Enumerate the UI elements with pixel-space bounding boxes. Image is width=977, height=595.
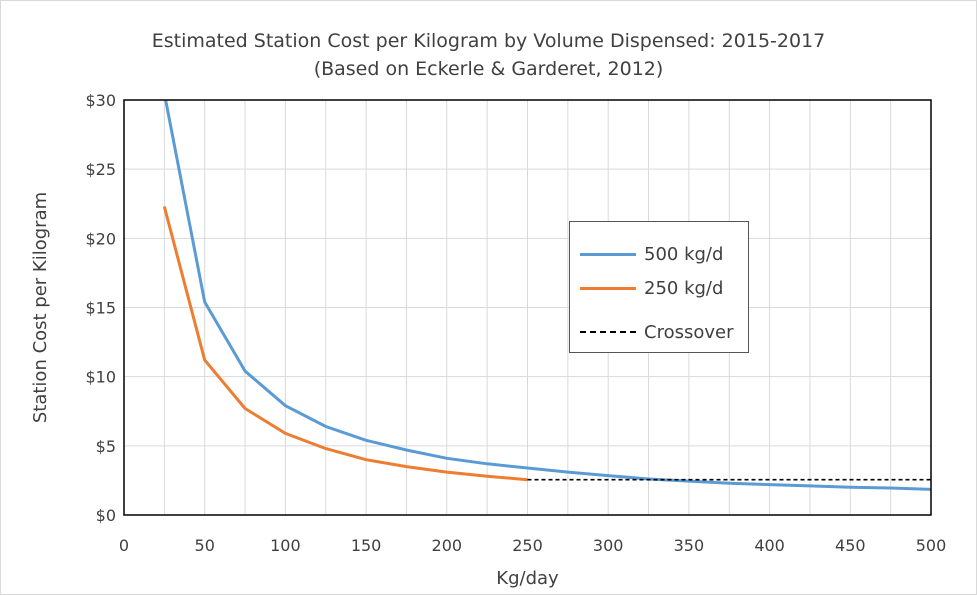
legend-swatch-crossover (580, 331, 636, 333)
x-tick-label: 0 (119, 536, 129, 555)
legend: 500 kg/d 250 kg/d Crossover (569, 221, 749, 353)
y-axis-label: Station Cost per Kilogram (30, 192, 51, 423)
x-axis-label: Kg/day (496, 568, 559, 589)
x-tick-label: 400 (754, 536, 785, 555)
y-tick-label: $25 (85, 160, 116, 179)
y-tick-label: $30 (85, 91, 116, 110)
x-tick-label: 250 (512, 536, 543, 555)
y-tick-label: $10 (85, 368, 116, 387)
legend-label-crossover: Crossover (644, 321, 734, 343)
series-layer (162, 100, 931, 491)
series-line-0 (164, 100, 931, 491)
legend-label-250: 250 kg/d (644, 277, 724, 299)
legend-item-250: 250 kg/d (580, 276, 723, 300)
plot-border (123, 99, 932, 516)
y-tick-label: $5 (96, 437, 116, 456)
chart-title: Estimated Station Cost per Kilogram by V… (151, 30, 826, 52)
grid-layer (124, 100, 931, 515)
legend-swatch-250 (580, 286, 636, 290)
tick-layer: 0 50 100 150 200 250 300 350 400 450 500 $0 $5 $10 $15… (85, 91, 946, 555)
y-tick-label: $15 (85, 299, 116, 318)
x-tick-label: 50 (195, 536, 215, 555)
legend-item-500: 500 kg/d (580, 242, 723, 266)
x-tick-label: 350 (674, 536, 705, 555)
legend-swatch-500 (580, 252, 636, 256)
legend-item-crossover: Crossover (580, 320, 733, 344)
x-tick-label: 100 (270, 536, 301, 555)
y-tick-label: $20 (85, 229, 116, 248)
x-tick-label: 300 (593, 536, 624, 555)
x-tick-label: 500 (916, 536, 947, 555)
x-tick-label: 200 (432, 536, 463, 555)
series-line-1 (162, 206, 528, 482)
x-tick-label: 450 (835, 536, 866, 555)
chart-subtitle: (Based on Eckerle & Garderet, 2012) (313, 58, 664, 80)
x-tick-label: 150 (351, 536, 382, 555)
y-tick-label: $0 (96, 506, 116, 525)
legend-label-500: 500 kg/d (644, 243, 724, 265)
